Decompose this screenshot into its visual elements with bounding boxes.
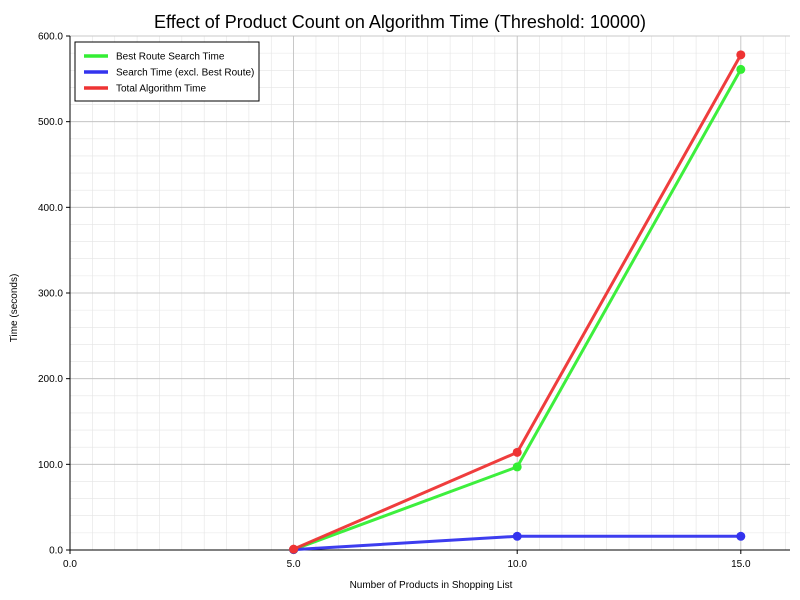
series-3-point <box>736 50 746 60</box>
legend: Best Route Search Time Search Time (excl.… <box>74 41 260 102</box>
series-3 <box>289 50 746 554</box>
chart-title: Effect of Product Count on Algorithm Tim… <box>154 12 646 32</box>
series-3-point <box>512 447 522 457</box>
y-tick-label: 400.0 <box>38 203 63 214</box>
legend-entry-label: Search Time (excl. Best Route) <box>116 68 254 79</box>
legend-entry-label: Best Route Search Time <box>116 52 225 63</box>
x-axis-label: Number of Products in Shopping List <box>350 580 513 591</box>
y-tick-label: 200.0 <box>38 374 63 385</box>
y-tick-label: 500.0 <box>38 117 63 128</box>
x-tick-label: 15.0 <box>731 559 751 570</box>
y-tick-label: 300.0 <box>38 289 63 300</box>
y-tick-label: 600.0 <box>38 32 63 43</box>
x-tick-label: 5.0 <box>287 559 301 570</box>
series-2-point <box>736 531 746 541</box>
series-1-point <box>736 64 746 74</box>
x-tick-label: 0.0 <box>63 559 77 570</box>
y-tick-label: 0.0 <box>49 546 63 557</box>
x-tick-label: 10.0 <box>507 559 527 570</box>
legend-entry-label: Total Algorithm Time <box>116 84 206 95</box>
y-axis-ticks: 0.0 100.0 200.0 300.0 400.0 500.0 600.0 <box>38 32 70 557</box>
series-layer <box>289 50 746 555</box>
series-1-point <box>512 462 522 472</box>
series-2-point <box>512 531 522 541</box>
y-axis-label: Time (seconds) <box>9 274 20 343</box>
y-tick-label: 100.0 <box>38 460 63 471</box>
series-3-point <box>289 544 299 554</box>
